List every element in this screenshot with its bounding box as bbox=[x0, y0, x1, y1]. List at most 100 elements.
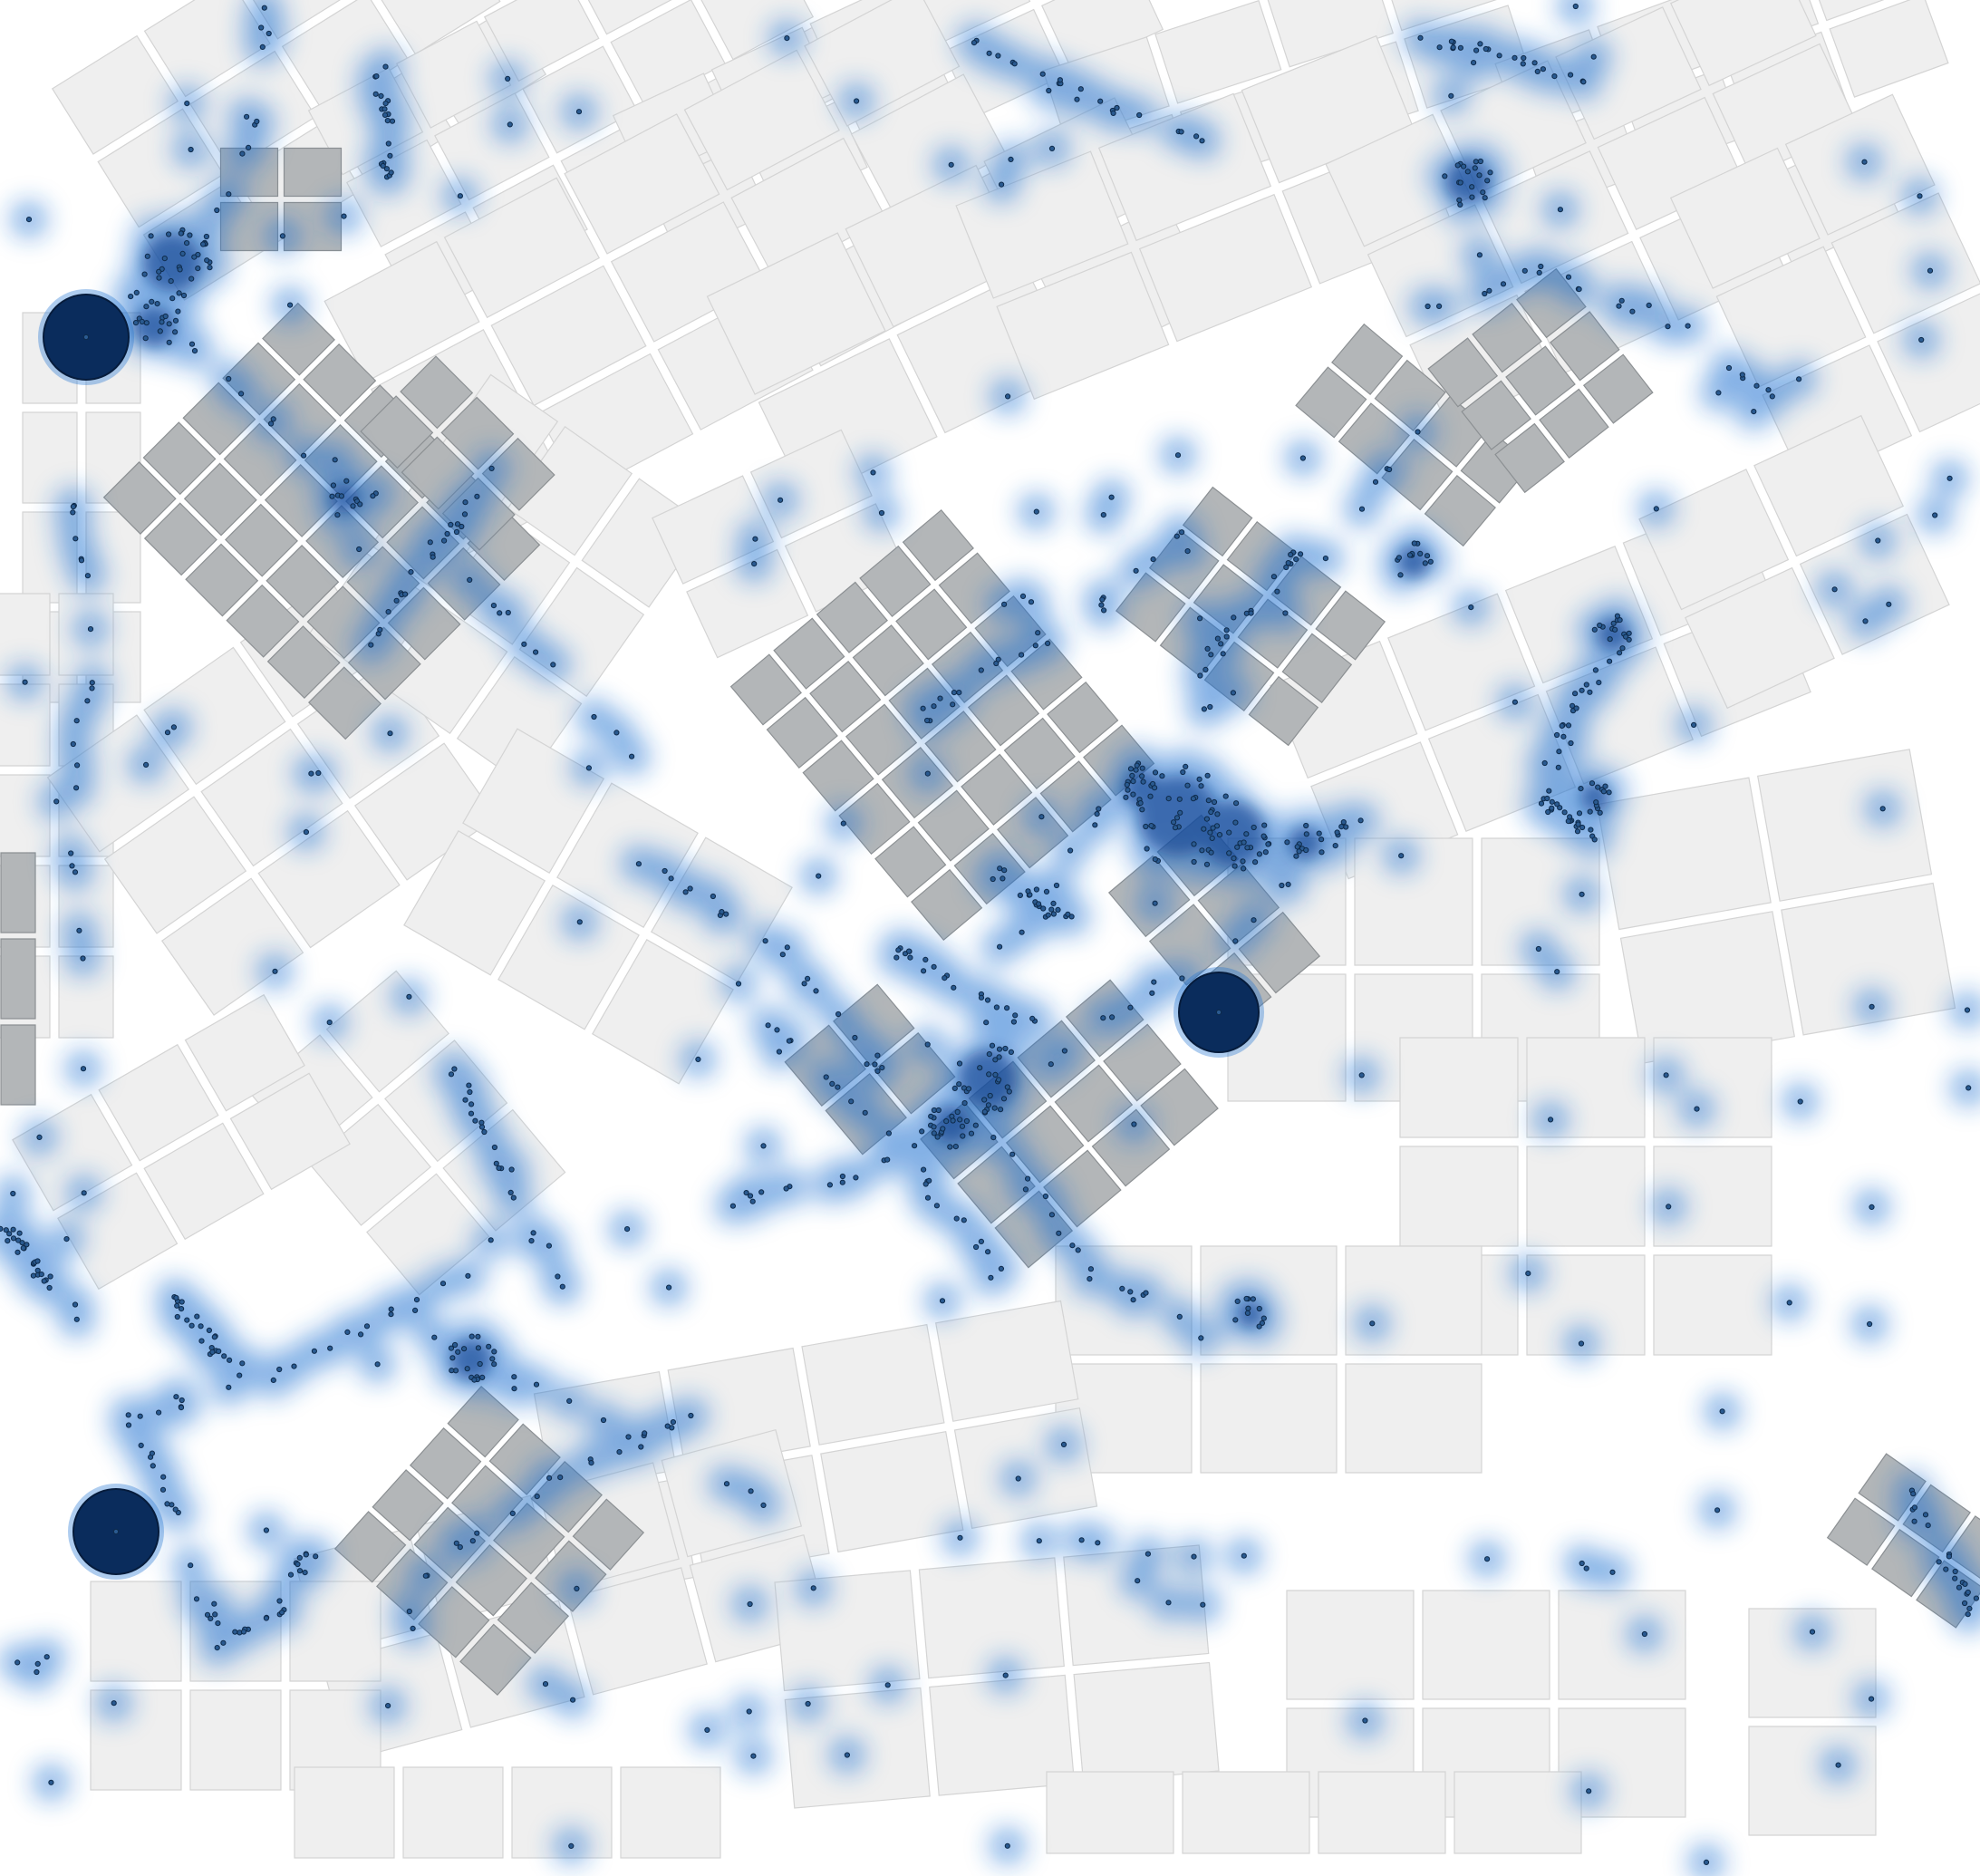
point-marker bbox=[990, 875, 996, 883]
light-block bbox=[402, 1766, 504, 1859]
point-marker bbox=[576, 919, 583, 925]
light-block bbox=[1454, 1771, 1582, 1854]
point-marker bbox=[810, 1585, 816, 1591]
point-marker bbox=[1139, 773, 1145, 779]
point-marker bbox=[750, 1753, 757, 1759]
point-marker bbox=[89, 685, 95, 691]
point-marker bbox=[950, 1117, 956, 1124]
density-hotspot bbox=[1289, 827, 1321, 859]
point-marker bbox=[208, 1615, 214, 1622]
point-marker bbox=[1197, 672, 1203, 679]
point-marker bbox=[448, 521, 454, 528]
point-marker bbox=[1231, 614, 1237, 621]
point-marker bbox=[1725, 364, 1733, 372]
point-marker bbox=[1200, 1601, 1206, 1608]
point-marker bbox=[746, 1708, 752, 1715]
point-marker bbox=[530, 1230, 536, 1236]
point-marker bbox=[1411, 540, 1417, 546]
point-marker bbox=[1000, 1096, 1008, 1102]
point-marker bbox=[1299, 455, 1307, 461]
point-marker bbox=[332, 457, 338, 463]
point-marker bbox=[878, 509, 885, 517]
point-marker bbox=[1250, 1296, 1257, 1302]
point-marker bbox=[87, 626, 94, 633]
point-marker bbox=[439, 1281, 447, 1287]
highlighted-block bbox=[1003, 717, 1076, 789]
large-circle-center-point bbox=[112, 1528, 120, 1535]
point-marker bbox=[1152, 900, 1158, 906]
point-marker bbox=[935, 1107, 942, 1114]
point-marker bbox=[1520, 61, 1526, 67]
point-marker bbox=[1022, 1186, 1029, 1193]
point-marker bbox=[1869, 1696, 1875, 1702]
point-marker bbox=[719, 909, 725, 915]
point-marker bbox=[1578, 786, 1584, 792]
light-block bbox=[700, 0, 815, 61]
point-marker bbox=[1234, 1298, 1241, 1305]
point-marker bbox=[1538, 263, 1544, 270]
light-block bbox=[1715, 246, 1867, 388]
point-marker bbox=[451, 1066, 458, 1072]
point-marker bbox=[1148, 823, 1154, 829]
point-marker bbox=[1204, 772, 1211, 778]
point-marker bbox=[508, 1166, 515, 1173]
point-marker bbox=[942, 975, 948, 982]
light-block bbox=[1399, 1146, 1519, 1247]
point-marker bbox=[1962, 1600, 1968, 1607]
point-marker bbox=[1965, 1589, 1971, 1596]
point-marker bbox=[327, 1345, 333, 1351]
point-marker bbox=[10, 1226, 16, 1233]
point-marker bbox=[835, 1084, 841, 1090]
point-marker bbox=[406, 1608, 412, 1615]
point-marker bbox=[460, 1346, 468, 1352]
point-marker bbox=[992, 1071, 999, 1078]
light-block bbox=[1399, 1037, 1519, 1138]
point-marker bbox=[1191, 1553, 1197, 1560]
light-block bbox=[1670, 0, 1817, 87]
point-marker bbox=[874, 1068, 881, 1075]
light-block bbox=[1877, 293, 1980, 433]
point-marker bbox=[1486, 287, 1492, 294]
point-marker bbox=[1233, 800, 1240, 807]
point-marker bbox=[1549, 798, 1555, 805]
point-marker bbox=[383, 166, 390, 172]
point-marker bbox=[1588, 827, 1594, 833]
point-marker bbox=[1665, 324, 1671, 330]
point-marker bbox=[1127, 766, 1135, 772]
light-block bbox=[1345, 1363, 1483, 1474]
point-marker bbox=[1234, 844, 1241, 850]
point-marker bbox=[1223, 627, 1230, 633]
point-marker bbox=[1512, 699, 1519, 705]
point-marker bbox=[178, 230, 184, 237]
point-marker bbox=[1316, 830, 1322, 836]
point-marker bbox=[302, 1570, 308, 1576]
point-marker bbox=[111, 1700, 117, 1707]
point-marker bbox=[1124, 781, 1130, 788]
point-marker bbox=[816, 873, 822, 879]
point-marker bbox=[1500, 281, 1507, 287]
point-marker bbox=[1179, 975, 1185, 982]
point-marker bbox=[350, 503, 356, 509]
point-marker bbox=[1618, 297, 1625, 304]
point-marker bbox=[475, 1345, 482, 1351]
highlighted-block bbox=[1103, 1023, 1182, 1102]
point-marker bbox=[453, 528, 460, 536]
point-marker bbox=[1646, 302, 1652, 308]
point-marker bbox=[959, 1123, 966, 1129]
highlighted-block bbox=[845, 703, 918, 776]
point-marker bbox=[1060, 1441, 1067, 1448]
point-marker bbox=[957, 1534, 963, 1541]
point-marker bbox=[488, 1237, 494, 1243]
point-marker bbox=[1139, 807, 1145, 813]
point-marker bbox=[1004, 1842, 1010, 1849]
point-marker bbox=[1232, 819, 1239, 826]
point-marker bbox=[156, 268, 162, 275]
point-marker bbox=[178, 1405, 185, 1411]
point-marker bbox=[1009, 1151, 1016, 1157]
point-marker bbox=[505, 75, 511, 82]
point-marker bbox=[1220, 651, 1226, 657]
light-block bbox=[996, 251, 1170, 401]
point-marker bbox=[53, 798, 60, 805]
point-marker bbox=[16, 1230, 23, 1236]
